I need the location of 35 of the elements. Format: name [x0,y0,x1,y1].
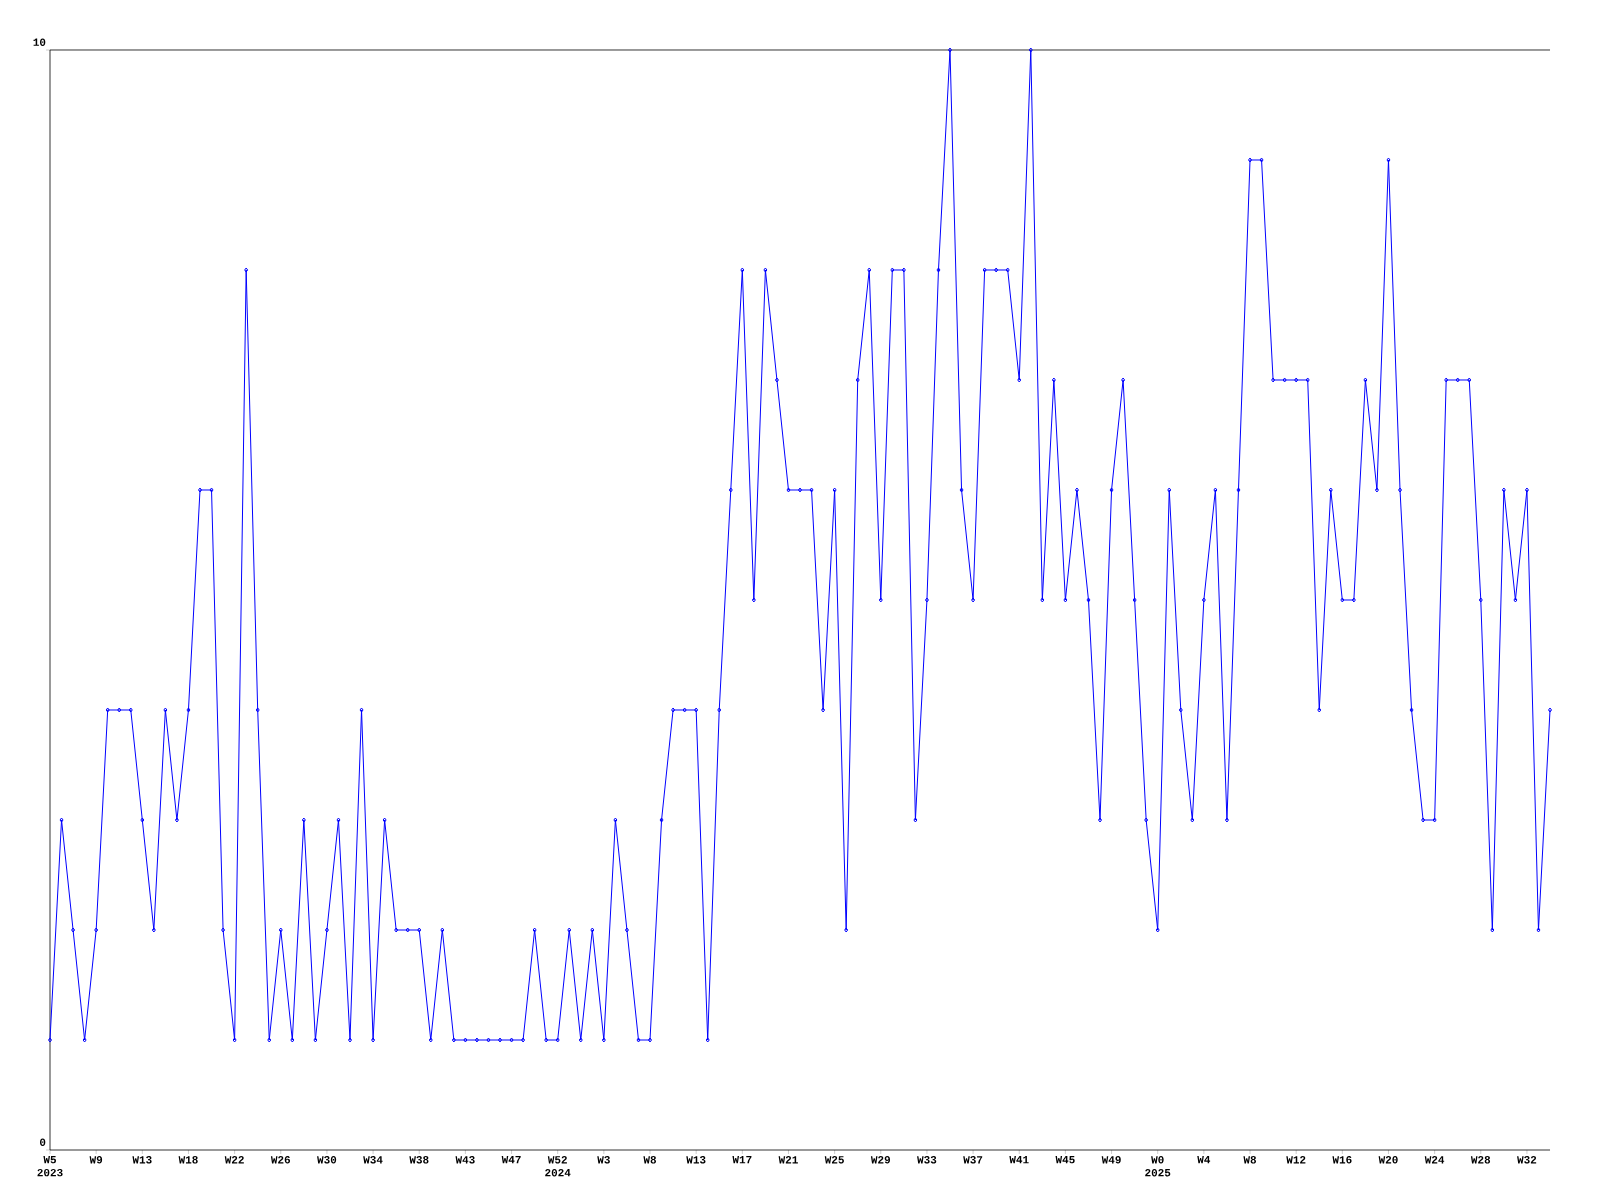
x-tick-label: W32 [1517,1156,1537,1164]
x-tick-label: W41 [1009,1156,1029,1164]
x-tick-label: W25 [824,1156,844,1164]
x-tick-label: W9 [89,1156,103,1164]
x-tick-label: W28 [1470,1156,1491,1164]
x-tick-label: W3 [597,1156,610,1164]
x-tick-label: W34 [363,1156,383,1164]
x-tick-label: W13 [132,1156,152,1164]
x-tick-label: W30 [317,1156,337,1164]
x-tick-label: W21 [778,1156,798,1164]
x-tick-label: W20 [1378,1156,1398,1164]
x-tick-label: W52 2024 [545,1156,571,1177]
x-tick-label: W8 [1243,1156,1257,1164]
x-tick-label: W45 [1055,1156,1075,1164]
x-tick-label: W49 [1101,1156,1121,1164]
x-tick-label: W17 [732,1156,752,1164]
x-tick-label: W16 [1332,1156,1352,1164]
x-tick-label: W24 [1424,1156,1445,1164]
x-tick-label: W22 [224,1156,244,1164]
x-tick-label: W29 [870,1156,890,1164]
x-tick-label: W37 [963,1156,983,1164]
x-tick-label: W47 [501,1156,521,1164]
x-tick-label: W13 [686,1156,706,1164]
x-tick-label: W4 [1197,1156,1211,1164]
x-tick-label: W33 [917,1156,937,1164]
x-tick-label: W38 [409,1156,429,1164]
x-tick-label: W0 2025 [1145,1156,1171,1177]
x-tick-label: W18 [178,1156,198,1164]
x-tick-label: W5 2023 [37,1156,63,1177]
x-tick-label: W8 [643,1156,657,1164]
y-tick-label: 10 [33,38,46,46]
x-tick-label: W12 [1286,1156,1306,1164]
x-tick-label: W43 [455,1156,475,1164]
y-tick-label: 0 [40,1138,46,1146]
x-tick-label: W26 [270,1156,291,1164]
